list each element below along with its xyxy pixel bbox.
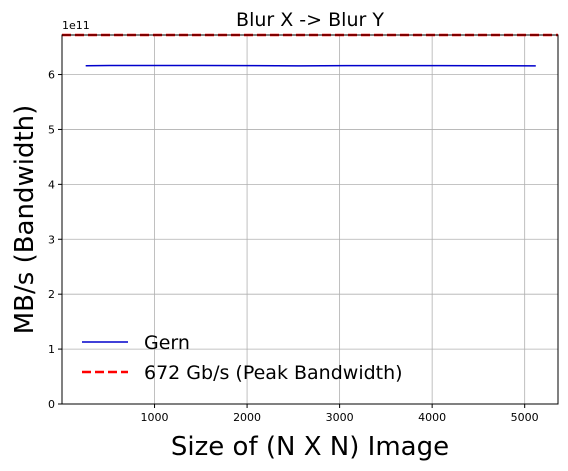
grid <box>62 35 558 405</box>
x-axis-label: Size of (N X N) Image <box>171 432 449 462</box>
x-tick-label: 4000 <box>418 411 446 424</box>
y-tick-label: 1 <box>48 343 55 356</box>
y-axis-label: MB/s (Bandwidth) <box>10 105 40 335</box>
y-tick-label: 3 <box>48 233 55 246</box>
y-offset-label: 1e11 <box>62 19 90 32</box>
plot-frame <box>61 34 559 405</box>
legend-gern-label: Gern <box>144 332 190 354</box>
series-layer <box>62 33 558 67</box>
x-tick-label: 3000 <box>326 411 354 424</box>
y-tick-label: 5 <box>48 123 55 136</box>
x-tick-label: 1000 <box>141 411 169 424</box>
x-tick-label: 2000 <box>233 411 261 424</box>
ticks: 1000 2000 3000 4000 5000 0 1 2 3 4 5 6 <box>48 69 539 424</box>
y-tick-label: 0 <box>48 398 55 411</box>
x-tick-label: 5000 <box>511 411 539 424</box>
y-tick-label: 2 <box>48 288 55 301</box>
legend: Gern 672 Gb/s (Peak Bandwidth) <box>82 332 403 384</box>
y-tick-label: 4 <box>48 178 55 191</box>
y-tick-label: 6 <box>48 69 55 82</box>
chart-title: Blur X -> Blur Y <box>236 9 384 31</box>
legend-peak-label: 672 Gb/s (Peak Bandwidth) <box>144 362 403 384</box>
